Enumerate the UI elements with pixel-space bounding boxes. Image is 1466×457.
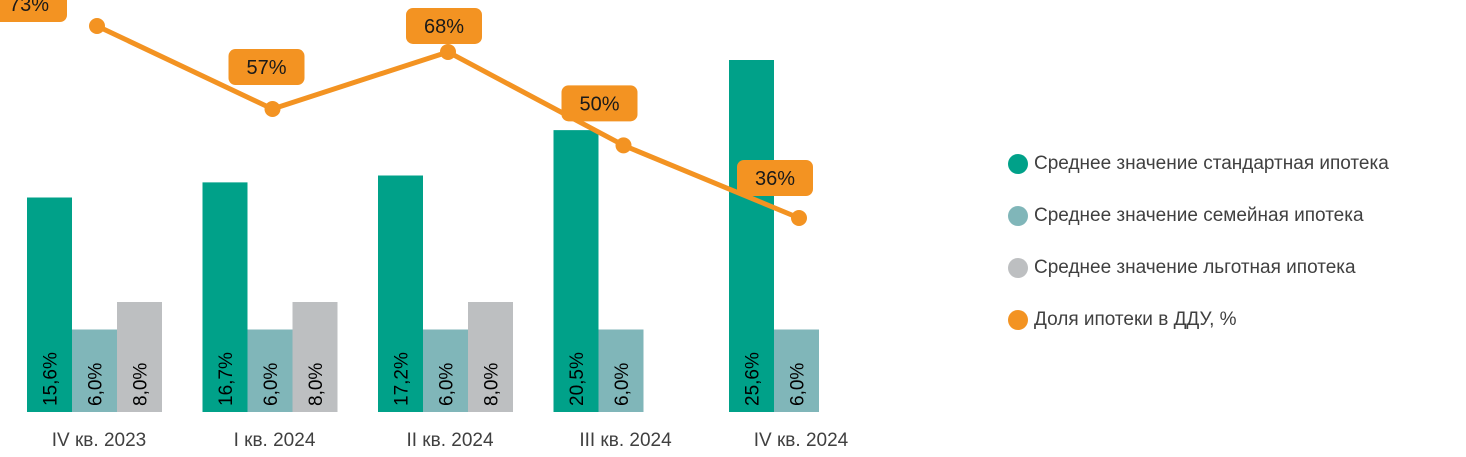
bar xyxy=(553,130,599,412)
line-data-label-box xyxy=(561,85,638,122)
legend-marker-standard xyxy=(1008,154,1028,174)
bar xyxy=(774,329,819,412)
bar-data-label: 25,6% xyxy=(743,352,764,406)
line-data-label-box xyxy=(228,49,305,86)
line-point xyxy=(791,210,807,226)
bar xyxy=(423,329,468,412)
bar xyxy=(27,197,72,412)
bars xyxy=(27,60,819,412)
bar-data-label: 15,6% xyxy=(41,352,62,406)
line-point xyxy=(615,137,632,154)
bar xyxy=(202,182,248,412)
bar-data-label: 16,7% xyxy=(216,352,237,406)
bar-data-label: 6,0% xyxy=(437,363,458,406)
legend: Среднее значение стандартная ипотека Сре… xyxy=(1008,138,1389,346)
legend-marker-family xyxy=(1008,206,1028,226)
bar xyxy=(247,329,293,412)
bar-data-label: 8,0% xyxy=(131,363,152,406)
bar-data-label: 20,5% xyxy=(567,352,588,406)
bar xyxy=(72,329,117,412)
line-data-label: 57% xyxy=(246,57,286,79)
legend-item-standard: Среднее значение стандартная ипотека xyxy=(1008,138,1389,190)
bar xyxy=(378,175,423,412)
x-tick-label: IV кв. 2023 xyxy=(52,430,146,451)
bar xyxy=(468,302,513,412)
legend-label-family: Среднее значение семейная ипотека xyxy=(1034,205,1364,226)
bar-data-label: 6,0% xyxy=(788,363,809,406)
legend-label-standard: Среднее значение стандартная ипотека xyxy=(1034,153,1389,174)
bar-data-label: 8,0% xyxy=(306,363,327,406)
line-point xyxy=(264,101,281,118)
legend-marker-preferential xyxy=(1008,258,1028,278)
legend-item-share: Доля ипотеки в ДДУ, % xyxy=(1008,294,1389,346)
line-data-label: 73% xyxy=(9,0,49,16)
x-tick-label: IV кв. 2024 xyxy=(754,430,849,451)
x-tick-label: III кв. 2024 xyxy=(579,430,672,451)
bar xyxy=(117,302,162,412)
bar xyxy=(598,329,644,412)
line-data-label-box xyxy=(737,160,813,196)
bar-data-label: 6,0% xyxy=(612,363,633,406)
bar-data-label: 8,0% xyxy=(482,363,503,406)
bar xyxy=(729,60,774,412)
line-data-label: 36% xyxy=(755,168,795,190)
line-data-label-box xyxy=(406,7,482,44)
legend-item-preferential: Среднее значение льготная ипотека xyxy=(1008,242,1389,294)
legend-item-family: Среднее значение семейная ипотека xyxy=(1008,190,1389,242)
bar-data-label: 6,0% xyxy=(86,363,107,406)
line-data-label-box xyxy=(0,0,67,22)
legend-label-share: Доля ипотеки в ДДУ, % xyxy=(1034,309,1237,330)
bar-data-label: 17,2% xyxy=(392,352,413,406)
line-point xyxy=(89,18,105,34)
line-data-label: 68% xyxy=(424,16,464,38)
line-data-label: 50% xyxy=(579,93,619,115)
line-point xyxy=(440,43,456,60)
legend-marker-share xyxy=(1008,310,1028,330)
legend-label-preferential: Среднее значение льготная ипотека xyxy=(1034,257,1356,278)
bar-data-label: 6,0% xyxy=(261,363,282,406)
x-tick-label: I кв. 2024 xyxy=(234,430,316,451)
bar xyxy=(292,302,338,412)
x-tick-label: II кв. 2024 xyxy=(406,430,494,451)
